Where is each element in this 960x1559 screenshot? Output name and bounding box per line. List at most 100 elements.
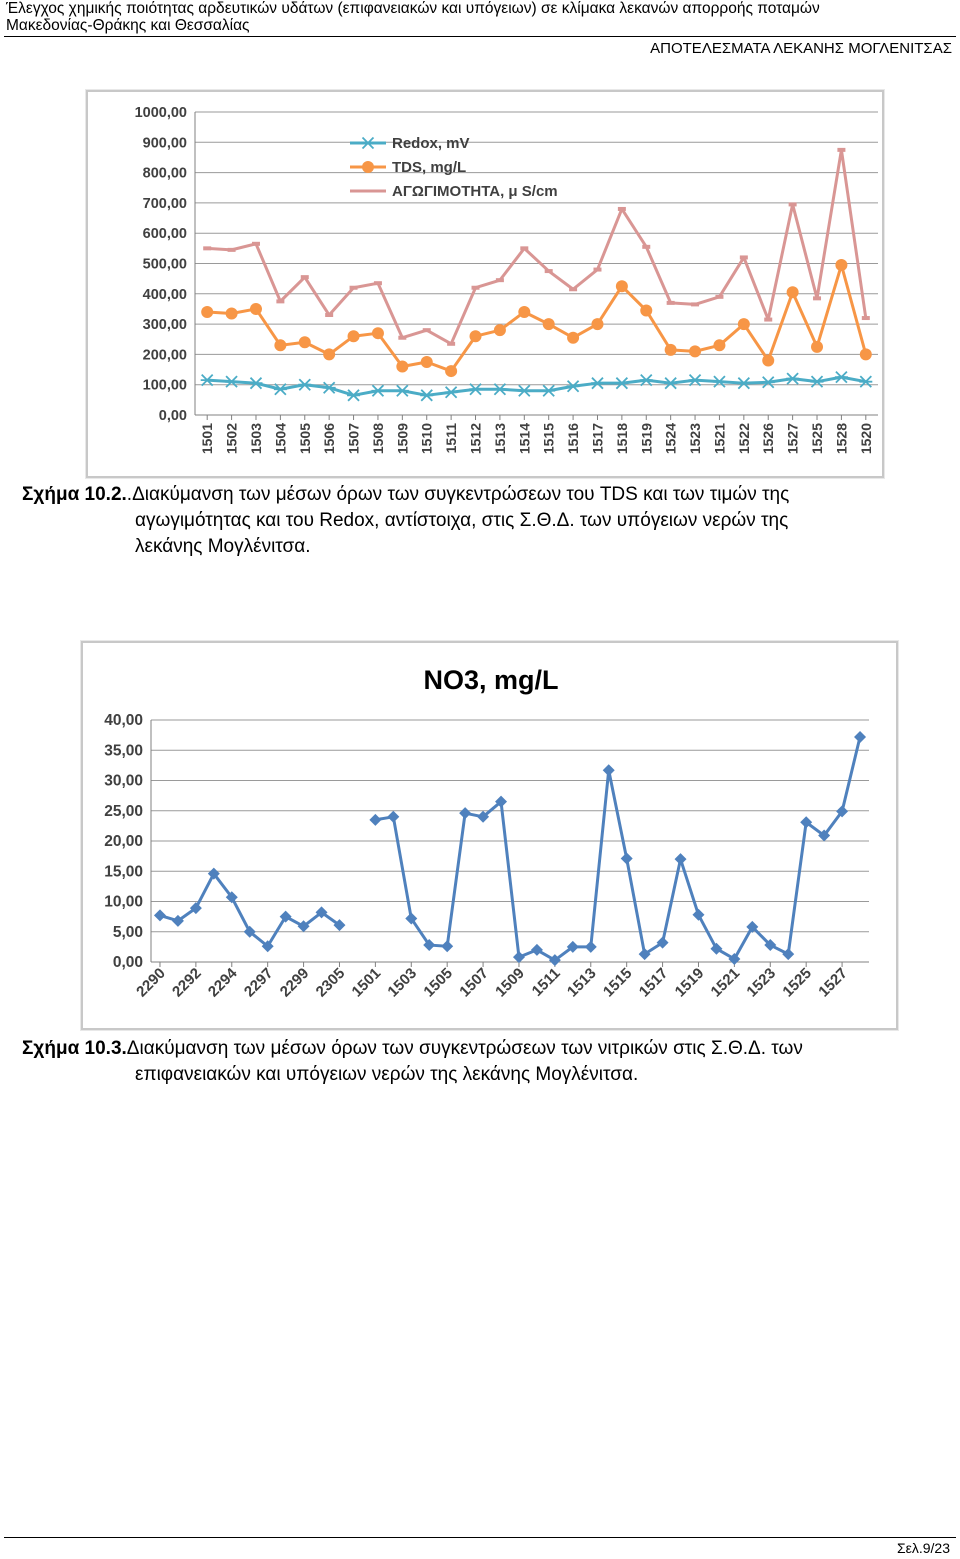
x-tick-label: 2305 [313, 965, 349, 1001]
data-point [764, 939, 777, 952]
data-point [818, 829, 831, 842]
data-point [762, 354, 775, 367]
x-tick-label: 1506 [321, 423, 337, 454]
legend-label: ΑΓΩΓΙΜΟΤΗΤΑ, μ S/cm [392, 183, 558, 200]
x-tick-label: 1515 [541, 423, 557, 454]
y-tick-label: 15,00 [104, 863, 143, 880]
data-point [315, 906, 328, 919]
y-tick-label: 0,00 [159, 408, 187, 424]
data-point [834, 370, 848, 384]
data-point [836, 805, 849, 818]
y-tick-label: 200,00 [143, 347, 187, 363]
data-point [566, 940, 579, 953]
x-tick-label: 1510 [419, 423, 435, 454]
header-divider [4, 36, 956, 37]
data-point [746, 920, 759, 933]
data-point [664, 343, 677, 356]
data-point [441, 940, 454, 953]
data-point [811, 340, 824, 353]
data-point [692, 908, 705, 921]
data-point [835, 259, 848, 272]
data-point [800, 816, 813, 829]
data-point [371, 384, 385, 397]
x-tick-label: 2297 [241, 965, 277, 1001]
series-line [207, 263, 868, 373]
data-point [859, 375, 873, 388]
x-tick-label: 1505 [420, 965, 456, 1001]
data-point [548, 954, 561, 967]
x-tick-label: 1525 [809, 423, 825, 454]
data-point [859, 348, 872, 361]
data-point [469, 383, 483, 396]
data-point [297, 920, 310, 933]
chart2-svg: 0,00 5,00 10,00 15,00 20,00 25,00 30,00 35,00 40… [104, 665, 869, 1001]
series-2 [201, 259, 872, 378]
chart-no3: 0,00 5,00 10,00 15,00 20,00 25,00 30,00 35,00 40… [81, 641, 898, 1030]
legend-label: Redox, mV [392, 135, 470, 152]
series-line [375, 736, 862, 962]
chart-redox-tds-conductivity: 0,00 100,00 200,00 300,00 400,00 500,00 600,00… [86, 90, 884, 478]
data-point [615, 280, 628, 293]
data-point [495, 795, 508, 808]
x-tick-label: 1516 [565, 423, 581, 454]
series-1 [200, 370, 873, 402]
data-point [566, 380, 580, 393]
data-point [444, 386, 458, 399]
data-point [189, 902, 202, 915]
x-tick-label: 1505 [297, 423, 313, 454]
data-point [664, 377, 678, 390]
x-tick-label: 1526 [760, 423, 776, 454]
data-point [782, 948, 795, 961]
x-tick-label: 1503 [384, 965, 420, 1001]
data-point [712, 375, 726, 388]
data-point [542, 384, 556, 397]
data-point [201, 305, 214, 318]
data-point [371, 327, 384, 340]
data-point [323, 348, 336, 361]
x-tick-label: 1528 [833, 423, 849, 454]
y-tick-label: 35,00 [104, 742, 143, 759]
data-point [279, 910, 292, 923]
y-tick-label: 0,00 [113, 954, 143, 971]
chart1-svg: 0,00 100,00 200,00 300,00 400,00 500,00 600,00… [135, 105, 878, 454]
legend-swatch-marker [362, 161, 374, 173]
chart2-title: NO3, mg/L [423, 665, 558, 695]
data-point [273, 383, 287, 396]
data-point [639, 374, 653, 387]
x-tick-label: 1501 [349, 965, 385, 1001]
x-tick-label: 1519 [638, 423, 654, 454]
header-title-line1: Έλεγχος χημικής ποιότητας αρδευτικών υδά… [6, 0, 820, 17]
data-point [333, 919, 346, 932]
series-line [207, 148, 868, 346]
x-tick-label: 1508 [370, 423, 386, 454]
data-point [620, 852, 633, 865]
x-tick-label: 1507 [456, 965, 492, 1001]
y-tick-label: 20,00 [104, 833, 143, 850]
x-tick-label: 1525 [779, 965, 815, 1001]
data-point [171, 914, 184, 927]
data-point [261, 940, 274, 953]
figure-caption-10-3: Σχήμα 10.3.Διακύμανση των μέσων όρων των… [22, 1036, 953, 1088]
data-point [591, 318, 604, 331]
y-tick-label: 400,00 [143, 287, 187, 303]
data-point [395, 384, 409, 397]
data-point [420, 389, 434, 402]
data-point [517, 384, 531, 397]
caption-text: Διακύμανση των μέσων όρων των συγκεντρώσ… [126, 1038, 803, 1059]
x-tick-label: 1502 [224, 423, 240, 454]
x-tick-label: 1517 [589, 423, 605, 454]
y-tick-label: 500,00 [143, 257, 187, 273]
x-tick-label: 2294 [205, 964, 241, 1000]
data-point [615, 377, 629, 390]
data-point [298, 336, 311, 349]
data-point [274, 339, 287, 352]
data-point [347, 389, 361, 402]
data-point [477, 810, 490, 823]
y-tick-label: 600,00 [143, 226, 187, 242]
data-point [493, 383, 507, 396]
data-point [737, 318, 750, 331]
x-tick-label: 1507 [346, 423, 362, 454]
figure-label: Σχήμα 10.2. [22, 484, 127, 505]
header-title-line2: Μακεδονίας-Θράκης και Θεσσαλίας [6, 17, 250, 34]
data-point [387, 810, 400, 823]
